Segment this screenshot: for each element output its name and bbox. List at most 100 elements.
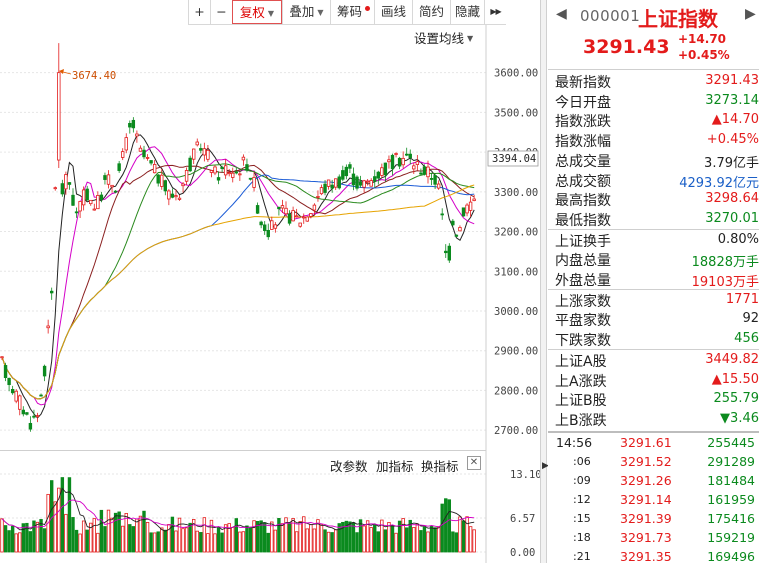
volume-bar — [323, 529, 327, 553]
volume-bar — [7, 530, 11, 553]
ma120-line — [1, 184, 475, 400]
candle-body — [436, 183, 441, 189]
collapse-arrow-icon[interactable]: ▶ — [542, 461, 549, 471]
volume-bar — [401, 518, 405, 553]
candle-body — [245, 164, 249, 171]
volume-bar — [362, 525, 366, 553]
candle-body — [216, 177, 221, 181]
divider — [548, 431, 759, 433]
chip-distribution-button[interactable]: 筹码 — [330, 0, 374, 24]
volume-bar — [0, 518, 4, 553]
zoom-out-button[interactable]: − — [210, 0, 232, 24]
candle-body — [135, 133, 139, 137]
candle-body — [85, 188, 89, 201]
volume-bar — [163, 529, 167, 553]
close-icon[interactable]: ✕ — [467, 456, 481, 470]
volume-axis-mid: 6.57 — [510, 513, 535, 525]
candle-body — [213, 166, 217, 174]
price-axis-tick: 3500.00 — [494, 107, 538, 119]
candle-body — [273, 224, 278, 229]
candle-body — [32, 415, 36, 418]
index-change-block: +14.70 +0.45% — [678, 31, 730, 63]
stat-row: 上B涨跌 ▼3.46 — [548, 409, 759, 429]
candle-body — [3, 365, 8, 379]
candle-body — [67, 182, 72, 185]
candle-body — [14, 390, 18, 402]
index-info-panel: ◀ 000001 上证指数 ▶ 3291.43 +14.70 +0.45% 最新… — [548, 0, 759, 563]
stat-row: 指数涨幅 +0.45% — [548, 130, 759, 150]
candle-body — [142, 149, 146, 158]
stat-label: 今日开盘 — [555, 94, 611, 111]
simple-mode-button[interactable]: 简约 — [412, 0, 450, 24]
candle-body — [124, 137, 128, 151]
stat-value: +0.45% — [706, 132, 759, 148]
volume-bar — [18, 532, 22, 553]
ma-settings-label: 设置均线 — [414, 31, 465, 46]
tick-row: 14:56 3291.61 255445 — [548, 433, 759, 452]
previous-arrow-icon[interactable]: ◀ — [556, 6, 567, 22]
candle-body — [152, 164, 157, 174]
candle-body — [341, 170, 345, 180]
tick-time: :21 — [573, 550, 591, 563]
volume-bar — [216, 527, 221, 553]
stat-value: ▼3.46 — [720, 410, 759, 426]
hide-button[interactable]: 隐藏 — [450, 0, 484, 24]
candle-body — [419, 172, 423, 175]
stat-value: 255.79 — [713, 391, 759, 407]
stat-label: 最低指数 — [555, 212, 611, 229]
ma-settings-dropdown[interactable]: 设置均线 ▼ — [414, 28, 473, 47]
volume-bar — [152, 532, 157, 553]
volume-bar — [291, 518, 295, 553]
volume-bar — [103, 526, 107, 553]
stat-value: 3291.43 — [705, 73, 759, 88]
fuquan-label: 复权 — [239, 5, 265, 20]
volume-bar — [369, 527, 373, 553]
stat-label: 内盘总量 — [555, 253, 611, 270]
candle-body — [21, 409, 25, 415]
ma20-line — [1, 164, 475, 400]
stat-label: 最新指数 — [555, 75, 611, 91]
stat-value: 92 — [742, 311, 759, 327]
candle-body — [284, 207, 288, 215]
candle-body — [468, 201, 473, 211]
overlay-dropdown[interactable]: 叠加 ▼ — [282, 0, 330, 24]
edit-params-button[interactable]: 改参数 — [330, 459, 368, 474]
tick-volume: 159219 — [707, 530, 755, 545]
stat-row: 上A涨跌 ▲15.50 — [548, 370, 759, 390]
overlay-label: 叠加 — [289, 4, 315, 19]
candle-body — [231, 172, 235, 178]
fuquan-dropdown[interactable]: 复权 ▼ — [232, 0, 282, 24]
stat-row: 总成交量 3.79亿手 — [548, 150, 759, 171]
volume-bar — [472, 529, 476, 553]
tick-row: :12 3291.14 161959 — [548, 490, 759, 509]
draw-line-button[interactable]: 画线 — [374, 0, 412, 24]
volume-bar — [404, 527, 409, 553]
zoom-in-button[interactable]: + — [188, 0, 210, 24]
panel-splitter[interactable]: ▶ — [540, 0, 549, 563]
expand-right-icon[interactable]: ▶▶ — [484, 0, 506, 24]
divider — [548, 288, 759, 290]
volume-bar — [138, 515, 143, 553]
switch-indicator-button[interactable]: 换指标 — [421, 459, 459, 474]
candle-body — [25, 412, 29, 415]
ma5-line — [1, 134, 475, 419]
index-code: 000001 — [580, 7, 641, 25]
volume-bar — [262, 522, 267, 553]
candle-body — [57, 72, 61, 161]
candle-body — [160, 174, 164, 187]
volume-bar — [454, 532, 459, 553]
add-indicator-button[interactable]: 加指标 — [376, 459, 414, 474]
candle-body — [355, 176, 359, 189]
candle-body — [330, 184, 334, 189]
price-chart[interactable]: 3600.003500.003400.003300.003200.003100.… — [0, 0, 540, 450]
tick-row: :09 3291.26 181484 — [548, 471, 759, 490]
volume-chart[interactable]: 13.10 6.57 0.00 — [0, 450, 540, 563]
volume-bar — [234, 518, 238, 553]
next-arrow-icon[interactable]: ▶ — [745, 6, 756, 22]
volume-bar — [10, 526, 15, 553]
volume-bar — [284, 517, 288, 553]
volume-bar — [42, 528, 47, 553]
volume-axis-zero: 0.00 — [510, 547, 535, 559]
candle-body — [401, 157, 405, 166]
volume-bar — [248, 527, 253, 553]
